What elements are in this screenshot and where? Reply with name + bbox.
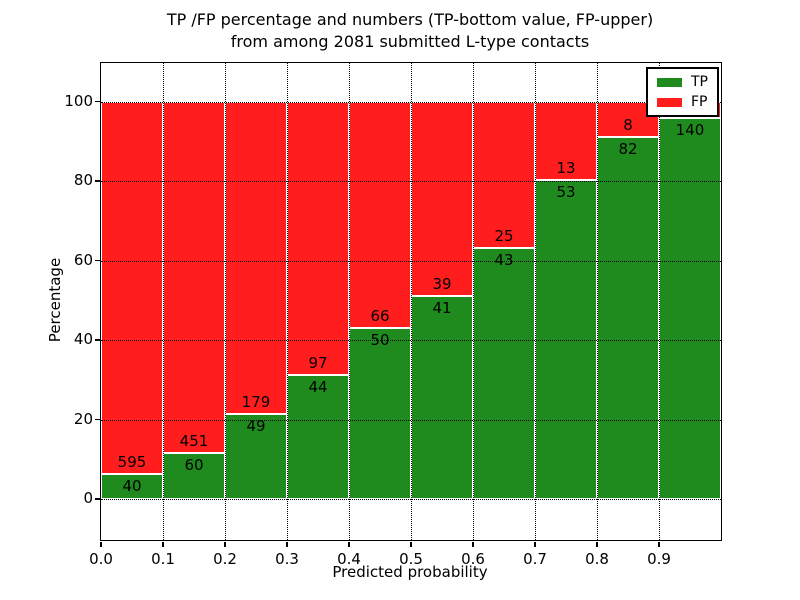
- gridline-horizontal: [101, 419, 721, 421]
- legend: TP FP: [646, 67, 719, 117]
- gridline-vertical: [162, 63, 164, 540]
- bar-segment-fp: [535, 101, 597, 180]
- bar-label-tp: 82: [618, 139, 638, 158]
- x-tick-mark: [100, 541, 102, 547]
- x-tick-mark: [162, 541, 164, 547]
- x-axis-label: Predicted probability: [332, 563, 488, 581]
- x-tick-label: 0.5: [399, 550, 423, 568]
- gridline-horizontal: [101, 340, 721, 342]
- bar-label-tp: 41: [432, 298, 452, 317]
- y-tick-label: 0: [83, 489, 93, 508]
- chart-title: TP /FP percentage and numbers (TP-bottom…: [100, 9, 720, 53]
- bar-segment-tp: [597, 136, 659, 500]
- gridline-vertical: [286, 63, 288, 540]
- y-tick-label: 20: [73, 409, 93, 428]
- bar-segment-fp: [473, 101, 535, 248]
- bar-label-fp: 13: [556, 158, 576, 177]
- bar-label-fp: 97: [308, 354, 328, 373]
- x-tick-label: 0.2: [213, 550, 237, 568]
- bar-label-tp: 60: [184, 455, 204, 474]
- bar-label-fp: 595: [117, 453, 147, 471]
- y-tick-mark: [94, 339, 100, 341]
- gridline-vertical: [472, 63, 474, 540]
- x-tick-mark: [472, 541, 474, 547]
- legend-entry: TP: [657, 75, 708, 89]
- x-tick-mark: [348, 541, 350, 547]
- y-tick-mark: [94, 498, 100, 500]
- bar-label-fp: 66: [370, 306, 390, 325]
- y-tick-mark: [94, 100, 100, 103]
- gridline-vertical: [658, 63, 660, 540]
- x-tick-label: 0.3: [275, 550, 299, 568]
- bar-segment-fp: [349, 101, 411, 328]
- y-tick-label: 40: [73, 330, 93, 349]
- x-tick-mark: [658, 541, 660, 547]
- legend-label: TP: [691, 74, 708, 90]
- x-tick-label: 0.9: [647, 550, 671, 568]
- bar-segment-tp: [535, 179, 597, 500]
- y-tick-mark: [94, 418, 100, 421]
- bar-label-fp: 8: [623, 115, 633, 134]
- bar-label-fp: 451: [179, 431, 209, 450]
- bar-segment-tp: [473, 247, 535, 500]
- x-tick-label: 0.7: [523, 550, 547, 568]
- bar-segment-fp: [411, 101, 473, 296]
- legend-label: FP: [691, 94, 708, 110]
- gridline-vertical: [348, 63, 350, 540]
- gridline-vertical: [596, 63, 598, 540]
- bar-label-fp: 25: [494, 226, 514, 245]
- gridline-horizontal: [101, 260, 721, 262]
- x-tick-label: 0.0: [89, 550, 113, 568]
- bar-segment-fp: [101, 101, 163, 474]
- bar-label-tp: 53: [556, 182, 576, 201]
- bar-segment-tp: [163, 452, 225, 500]
- bar-segment-fp: [287, 101, 349, 376]
- legend-swatch-fp: [657, 97, 682, 107]
- x-tick-label: 0.6: [461, 550, 485, 568]
- x-tick-mark: [224, 541, 226, 547]
- bar-segment-tp: [411, 295, 473, 500]
- chart-title-line1: TP /FP percentage and numbers (TP-bottom…: [166, 10, 654, 29]
- x-tick-mark: [534, 541, 536, 547]
- gridline-vertical: [410, 63, 412, 540]
- gridline-horizontal: [101, 499, 721, 501]
- bar-label-tp: 44: [308, 378, 328, 397]
- y-tick-mark: [94, 259, 100, 262]
- bar-label-fp: 179: [241, 392, 271, 411]
- x-tick-mark: [410, 541, 412, 547]
- bar-segment-tp: [101, 474, 163, 500]
- x-tick-mark: [596, 541, 598, 547]
- bar-label-tp: 43: [494, 250, 514, 269]
- gridline-horizontal: [101, 101, 721, 103]
- x-tick-label: 0.8: [585, 550, 609, 568]
- bar-segment-tp: [659, 117, 721, 500]
- legend-entry: FP: [657, 95, 708, 109]
- gridline-vertical: [224, 63, 226, 540]
- gridline-horizontal: [101, 181, 721, 183]
- y-axis-label: Percentage: [46, 257, 64, 343]
- bar-segment-fp: [163, 101, 225, 453]
- y-tick-label: 100: [64, 91, 93, 110]
- bar-label-tp: 49: [246, 416, 266, 435]
- y-tick-label: 80: [73, 171, 93, 190]
- x-tick-label: 0.4: [337, 550, 361, 568]
- y-tick-mark: [94, 180, 100, 182]
- bar-segment-fp: [225, 101, 287, 414]
- plot-area: TP FP 595 40 451 60 179 49 97 44 66 50 39 41 25 43 13 53…: [64, 62, 722, 568]
- bar-label-tp: 40: [122, 477, 142, 495]
- bar-label-tp: 140: [675, 120, 705, 139]
- bar-label-tp: 50: [370, 330, 390, 349]
- bar-segment-tp: [225, 413, 287, 500]
- chart-title-line2: from among 2081 submitted L-type contact…: [230, 32, 590, 51]
- x-tick-mark: [286, 541, 288, 547]
- x-tick-label: 0.1: [151, 550, 175, 568]
- bar-segment-tp: [349, 327, 411, 500]
- gridline-vertical: [534, 63, 536, 540]
- y-tick-label: 60: [73, 250, 93, 269]
- bar-label-fp: 39: [432, 274, 452, 293]
- legend-swatch-tp: [657, 77, 682, 87]
